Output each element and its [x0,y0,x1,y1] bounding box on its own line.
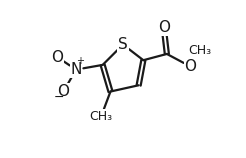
Text: O: O [158,20,170,35]
Text: S: S [118,37,128,52]
Text: −: − [53,91,64,104]
Text: CH₃: CH₃ [90,110,113,123]
Text: +: + [77,56,84,66]
Text: O: O [51,50,63,65]
Text: O: O [184,59,196,74]
Text: N: N [70,62,82,77]
Text: CH₃: CH₃ [188,44,211,57]
Text: O: O [58,84,69,99]
